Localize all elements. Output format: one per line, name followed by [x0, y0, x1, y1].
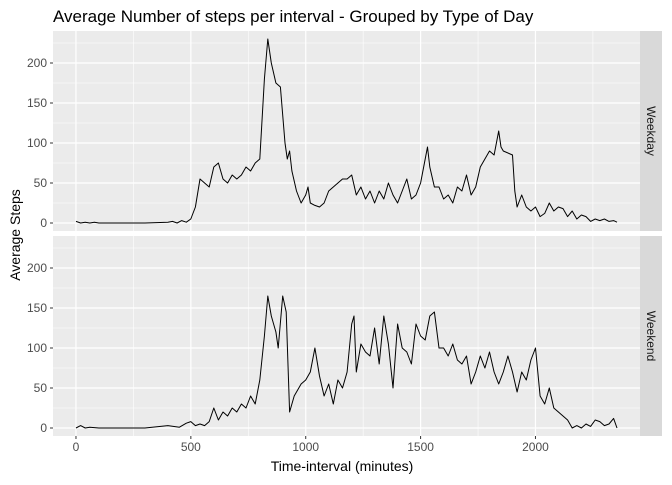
facet-panel-weekend: 0 50 100 150 200 Weekend [27, 236, 662, 436]
y-tick-label: 200 [27, 261, 47, 275]
x-tick-label: 2000 [522, 440, 549, 454]
series-line-weekend [75, 295, 618, 429]
chart-title: Average Number of steps per interval - G… [53, 7, 534, 26]
x-tick-label: 1000 [292, 440, 319, 454]
facet-panel-weekday: 0 50 100 150 200 Weekday [27, 31, 662, 231]
x-tick-label: 500 [181, 440, 201, 454]
y-tick-label: 50 [34, 381, 48, 395]
x-tick-label: 1500 [407, 440, 434, 454]
facet-panels: 0 50 100 150 200 Weekday 0 50 100 150 200 Weekend [27, 31, 662, 436]
facet-strip [640, 31, 662, 231]
y-axis-title: Average Steps [7, 189, 23, 281]
panel-background [53, 31, 640, 231]
y-tick-label: 100 [27, 341, 47, 355]
x-axis: 0 500 1000 1500 2000 [73, 436, 549, 454]
y-tick-label: 200 [27, 56, 47, 70]
panel-background [53, 236, 640, 436]
x-axis-title: Time-interval (minutes) [271, 458, 414, 474]
y-tick-label: 150 [27, 301, 47, 315]
y-tick-label: 150 [27, 96, 47, 110]
series-line-weekday [75, 38, 618, 224]
y-tick-label: 0 [40, 216, 47, 230]
facet-strip-label: Weekday [644, 106, 658, 156]
y-tick-label: 50 [34, 176, 48, 190]
facet-strip-label: Weekend [644, 311, 658, 361]
facet-strip [640, 236, 662, 436]
x-tick-label: 0 [73, 440, 80, 454]
y-tick-label: 100 [27, 136, 47, 150]
y-tick-label: 0 [40, 421, 47, 435]
